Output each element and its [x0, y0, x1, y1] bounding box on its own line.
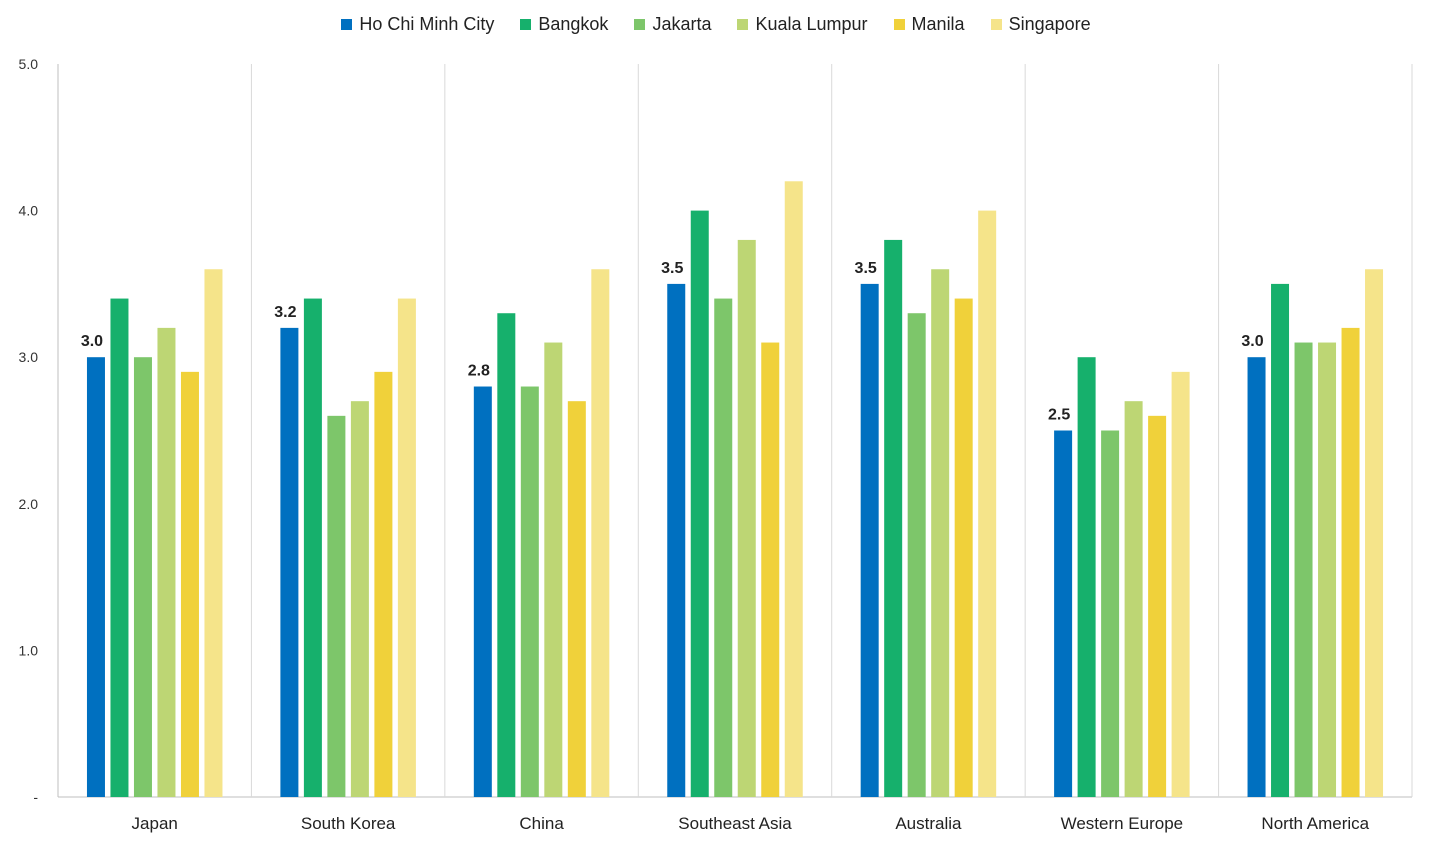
legend-item: Ho Chi Minh City [341, 14, 494, 35]
legend: Ho Chi Minh City Bangkok Jakarta Kuala Lump… [0, 14, 1432, 35]
bar [280, 327, 299, 797]
bar [884, 239, 903, 798]
bar [180, 371, 199, 797]
legend-item: Singapore [990, 14, 1091, 35]
bar [860, 283, 879, 797]
bar [1148, 415, 1167, 797]
x-category-label: North America [1261, 814, 1369, 833]
bar [907, 313, 926, 797]
bar [1341, 327, 1360, 797]
bar [86, 357, 105, 797]
legend-swatch [990, 19, 1002, 30]
x-category-label: Japan [132, 814, 178, 833]
bar [714, 298, 733, 797]
data-label: 3.2 [274, 304, 296, 321]
data-label: 3.0 [81, 333, 103, 350]
y-tick-label: 1.0 [19, 642, 39, 658]
data-label: 3.0 [1241, 333, 1263, 350]
y-tick-label: 3.0 [19, 349, 39, 365]
legend-swatch [520, 19, 532, 30]
bar [761, 342, 780, 797]
bar [1124, 401, 1143, 797]
bar [784, 181, 803, 797]
bar [204, 269, 223, 797]
legend-label: Ho Chi Minh City [359, 14, 495, 34]
bar [544, 342, 563, 797]
legend-swatch [737, 19, 749, 30]
y-tick-label: 5.0 [19, 56, 39, 72]
legend-swatch [634, 19, 646, 30]
legend-label: Jakarta [652, 14, 712, 34]
y-tick-label: - [33, 789, 38, 805]
legend-label: Manila [911, 14, 965, 34]
bar [374, 371, 393, 797]
bar [931, 269, 950, 797]
data-label: 2.5 [1048, 407, 1070, 424]
legend-swatch [341, 19, 353, 30]
bar [1365, 269, 1384, 797]
legend-item: Kuala Lumpur [737, 14, 868, 35]
bar [350, 401, 369, 797]
bar [497, 313, 516, 797]
bar [1294, 342, 1313, 797]
bar [667, 283, 686, 797]
data-label: 2.8 [468, 363, 490, 380]
y-tick-label: 2.0 [19, 496, 39, 512]
bar [954, 298, 973, 797]
bar [1101, 430, 1120, 797]
bar [1247, 357, 1266, 797]
legend-item: Bangkok [520, 14, 608, 35]
bar [473, 386, 492, 797]
bar [303, 298, 322, 797]
legend-item: Manila [893, 14, 965, 35]
bar [591, 269, 610, 797]
bar [110, 298, 129, 797]
x-category-label: Western Europe [1061, 814, 1184, 833]
legend-item: Jakarta [634, 14, 711, 35]
legend-label: Bangkok [538, 14, 609, 34]
bar [737, 239, 756, 798]
bar [327, 415, 346, 797]
bar [1318, 342, 1337, 797]
bar [520, 386, 539, 797]
legend-label: Kuala Lumpur [755, 14, 868, 34]
x-category-label: Australia [895, 814, 962, 833]
bar [157, 327, 176, 797]
data-label: 3.5 [855, 260, 877, 277]
bar [1077, 357, 1096, 797]
data-label: 3.5 [661, 260, 683, 277]
y-tick-label: 4.0 [19, 203, 39, 219]
bar [690, 210, 709, 798]
bar [1171, 371, 1190, 797]
legend-label: Singapore [1008, 14, 1091, 34]
bar [133, 357, 152, 797]
bar [1054, 430, 1073, 797]
x-category-label: Southeast Asia [678, 814, 792, 833]
x-category-label: China [519, 814, 564, 833]
bar [1271, 283, 1290, 797]
bar [567, 401, 586, 797]
legend-swatch [893, 19, 905, 30]
bar [397, 298, 416, 797]
x-category-label: South Korea [301, 814, 396, 833]
bar [978, 210, 997, 798]
